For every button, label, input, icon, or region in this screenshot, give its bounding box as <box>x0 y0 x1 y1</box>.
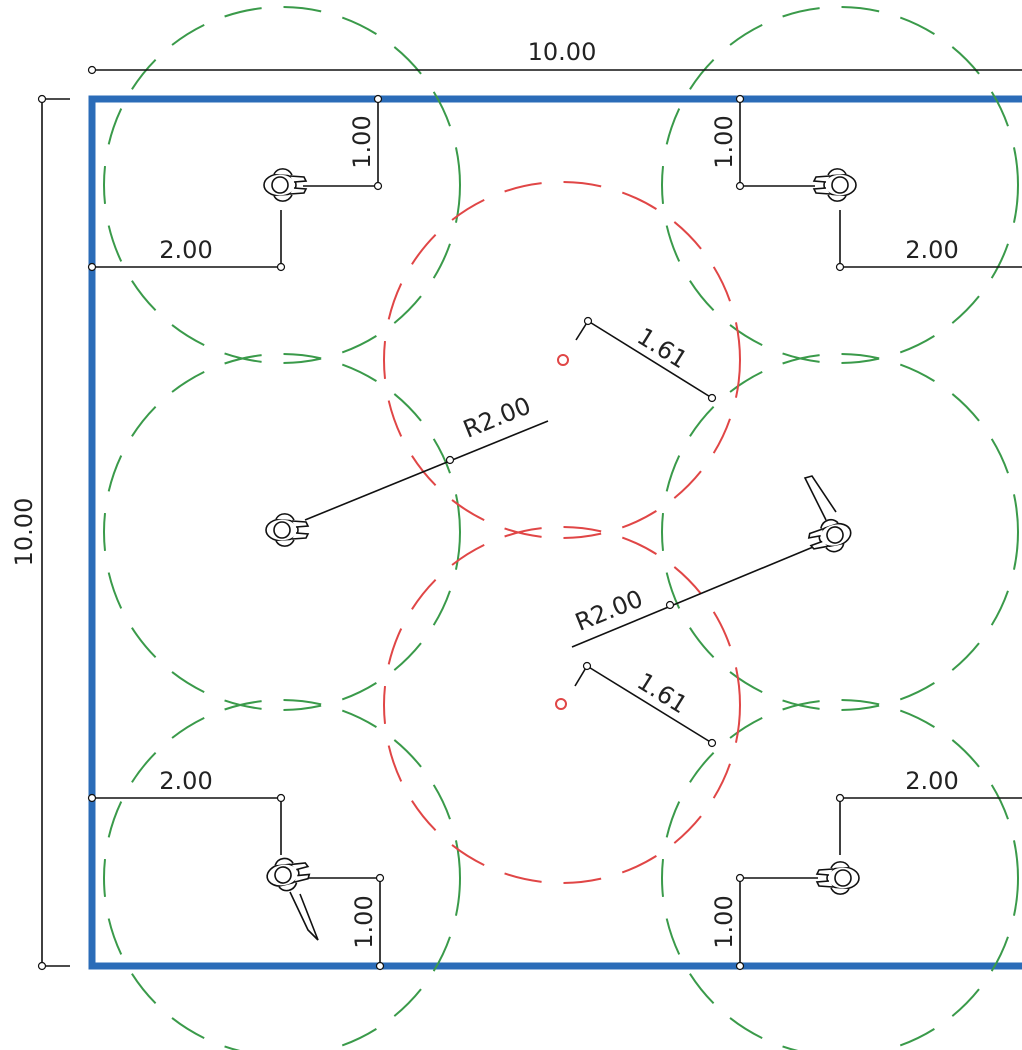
zone-bottom-left <box>103 699 461 1050</box>
height-dimension: 10.00 <box>10 94 70 971</box>
radius-left: R2.00 <box>304 391 549 521</box>
person-top-view-icon <box>816 861 860 895</box>
tr-offset-dimensions: 1.00 2.00 <box>710 94 1022 272</box>
tl-offset-y-label: 1.00 <box>348 115 376 168</box>
person-top-view-icon <box>263 168 307 202</box>
bl-offset-y-label: 1.00 <box>350 895 378 948</box>
zone-center-upper <box>383 181 741 539</box>
zone-top-left <box>103 6 461 364</box>
zone-mid-right <box>661 353 1019 711</box>
extended-arm <box>289 891 319 941</box>
br-offset-x-label: 2.00 <box>905 767 958 795</box>
zone-center-lower <box>383 526 741 884</box>
zone-mid-left <box>103 353 461 711</box>
room-boundary <box>88 95 1022 970</box>
zone-bottom-right <box>661 699 1019 1050</box>
width-dimension: 10.00 <box>87 38 1022 75</box>
tr-offset-x-label: 2.00 <box>905 236 958 264</box>
bl-offset-dimensions: 2.00 1.00 <box>87 767 385 971</box>
person-top-view-icon <box>263 853 313 895</box>
person-top-view-icon <box>804 514 856 559</box>
person-top-view-icon <box>265 513 309 547</box>
radius-right: R2.00 <box>571 539 831 648</box>
extended-arm <box>803 475 837 521</box>
width-dimension-label: 10.00 <box>528 38 597 66</box>
person-top-view-icon <box>813 168 857 202</box>
br-offset-dimensions: 2.00 1.00 <box>710 767 1022 971</box>
personal-zones <box>103 6 1019 1050</box>
bl-offset-x-label: 2.00 <box>159 767 212 795</box>
center-upper-distance: 1.61 <box>575 316 717 403</box>
radius-left-label: R2.00 <box>459 391 535 443</box>
center-lower-distance: 1.61 <box>574 661 717 748</box>
height-dimension-label: 10.00 <box>10 498 38 567</box>
tl-offset-dimensions: 1.00 2.00 <box>87 94 383 272</box>
tr-offset-y-label: 1.00 <box>710 115 738 168</box>
tl-offset-x-label: 2.00 <box>159 236 212 264</box>
center-upper-point <box>557 354 569 366</box>
zone-top-right <box>661 6 1019 364</box>
shared-zones <box>383 181 741 884</box>
br-offset-y-label: 1.00 <box>710 895 738 948</box>
radius-right-label: R2.00 <box>571 584 647 636</box>
center-lower-point <box>555 698 567 710</box>
